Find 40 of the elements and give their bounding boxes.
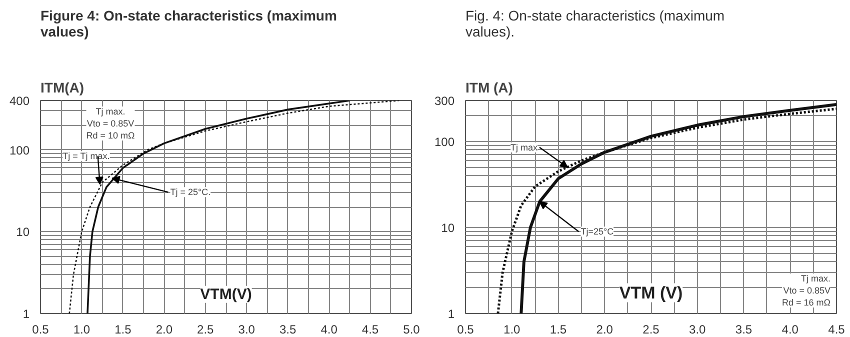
y-tick-label: 400 (9, 94, 30, 108)
x-axis-title: VTM (V) (619, 283, 683, 302)
x-tick-label: 4.5 (362, 322, 379, 336)
x-tick-label: 2.5 (642, 322, 660, 336)
chart-title: Fig. 4: On-state characteristics (maximum values). (466, 8, 725, 40)
text: 2.0 (596, 322, 613, 336)
x-tick-label: 0.5 (457, 322, 474, 336)
x-tick-label: 0.5 (32, 322, 50, 336)
text: 4.0 (320, 322, 338, 336)
x-tick-label: 1.5 (550, 322, 567, 336)
x-tick-label: 3.5 (735, 322, 752, 336)
annotation: Tj = 25°C. (170, 187, 211, 198)
x-tick-label: 4.5 (828, 322, 846, 336)
text: 3.0 (238, 322, 255, 336)
annotation: Tj max (510, 142, 538, 152)
y-tick-label: 10 (16, 225, 30, 240)
y-tick-label: 1 (22, 307, 30, 321)
x-tick-label: 3.5 (279, 322, 296, 336)
y-tick-label: 100 (434, 135, 455, 150)
annotation: Tj = Tj max. (62, 151, 110, 162)
annotation: Tj max. Vto = 0.85V Rd = 10 mΩ (86, 106, 136, 140)
text: 3.0 (689, 322, 706, 336)
annotation: Tj=25°C (580, 226, 614, 237)
y-axis-title: ITM(A) (40, 80, 84, 96)
text: 1.0 (73, 322, 90, 336)
text: 2.0 (156, 322, 173, 336)
annotation: Tj max. Vto = 0.85V Rd = 16 mΩ (782, 274, 831, 308)
text: 4.0 (782, 322, 798, 336)
x-tick-label: 1.5 (114, 322, 132, 336)
x-tick-label: 2.5 (197, 322, 214, 336)
line-series (68, 100, 400, 314)
y-axis-title: ITM (A) (466, 80, 513, 96)
text: 1.0 (504, 322, 520, 336)
y-tick-label: 10 (441, 221, 455, 236)
y-tick-label: 1 (448, 307, 455, 321)
y-tick-label: 300 (434, 94, 455, 108)
x-axis-title: VTM(V) (200, 286, 252, 303)
chart-title: Figure 4: On-state characteristics (maximum values) (40, 8, 337, 40)
text: 5.0 (403, 322, 420, 336)
y-tick-label: 100 (9, 143, 30, 158)
